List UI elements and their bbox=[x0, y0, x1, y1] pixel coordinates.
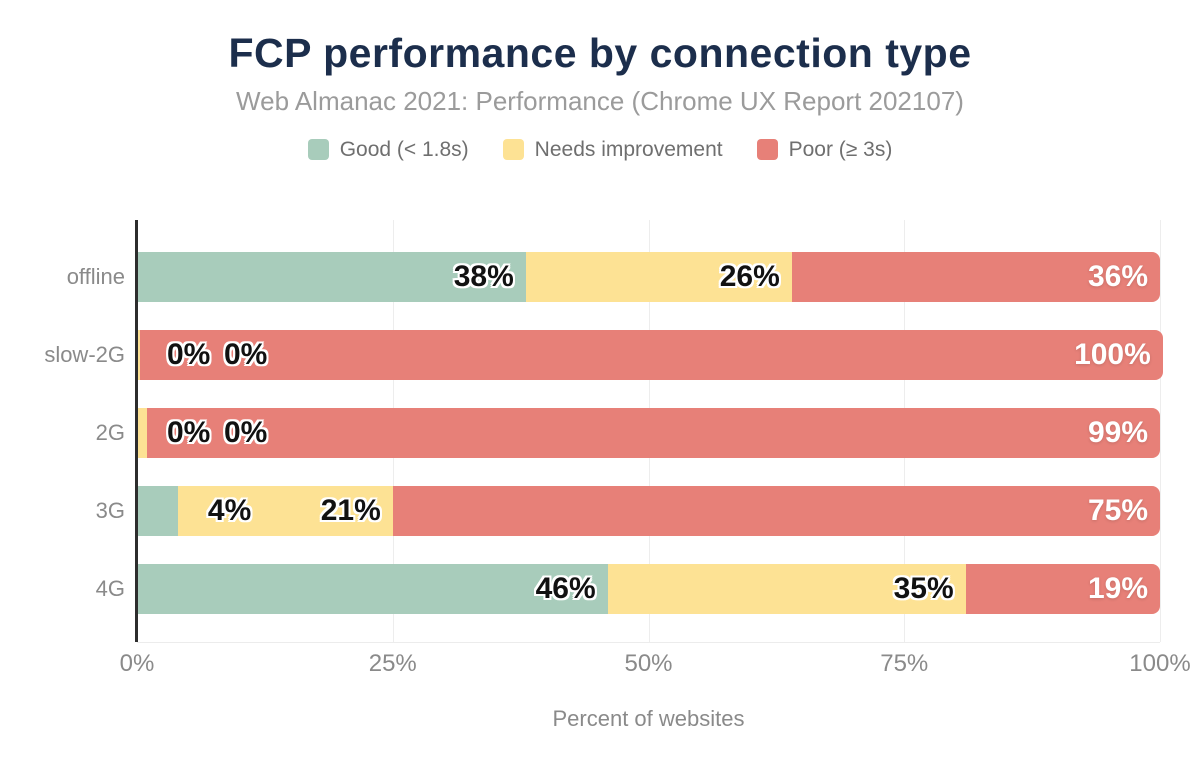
category-label: slow-2G bbox=[44, 342, 125, 367]
y-axis-line bbox=[135, 220, 138, 642]
bar-row-4G: 4G 46% 35% 19% bbox=[96, 564, 1160, 614]
gridline bbox=[1160, 220, 1161, 642]
bar-value-label: 38% bbox=[453, 260, 514, 293]
bar-segment bbox=[137, 408, 148, 458]
bar-value-label: 19% bbox=[1088, 572, 1149, 605]
bar-segment bbox=[137, 486, 178, 536]
category-label: 2G bbox=[95, 420, 125, 445]
bar-value-label: 46% bbox=[535, 572, 596, 605]
bar-segment bbox=[392, 486, 1160, 536]
category-label: 3G bbox=[95, 498, 125, 523]
bar-segment bbox=[137, 564, 608, 614]
legend-item-0: Good (< 1.8s) bbox=[307, 137, 469, 162]
plot-area: Percent of websites 0% 25% 50% 75% 100% offli… bbox=[44, 220, 1191, 731]
legend-item-2: Poor (≥ 3s) bbox=[756, 137, 893, 162]
bar-value-label: 0% bbox=[224, 416, 268, 449]
bar-value-label: 0% bbox=[167, 416, 211, 449]
legend-swatch-icon bbox=[307, 139, 329, 161]
bar-segment bbox=[965, 564, 1160, 614]
bar-value-label: 21% bbox=[320, 494, 381, 527]
bar-segment bbox=[607, 564, 966, 614]
bar-row-2G: 2G 0% 0% 99% bbox=[96, 408, 1160, 458]
legend-item-1: Needs improvement bbox=[502, 137, 723, 162]
legend-swatch-icon bbox=[502, 139, 524, 161]
bar-row-3G: 3G 4% 21% 75% bbox=[96, 486, 1160, 536]
chart-title: FCP performance by connection type bbox=[228, 30, 972, 76]
x-tick-label: 75% bbox=[880, 650, 929, 677]
bar-segment bbox=[525, 252, 792, 302]
legend-label: Needs improvement bbox=[534, 137, 723, 161]
bar-value-label: 26% bbox=[719, 260, 780, 293]
bar-segment bbox=[137, 330, 141, 380]
x-tick-label: 0% bbox=[119, 650, 155, 677]
bar-value-label: 0% bbox=[167, 338, 211, 371]
x-tick-label: 50% bbox=[624, 650, 673, 677]
bar-row-offline: offline 38% 26% 36% bbox=[67, 252, 1160, 302]
bar-segment bbox=[177, 486, 393, 536]
chart-subtitle: Web Almanac 2021: Performance (Chrome UX… bbox=[236, 86, 964, 117]
bar-segment bbox=[791, 252, 1160, 302]
x-tick-label: 100% bbox=[1129, 650, 1191, 677]
bar-value-label: 75% bbox=[1088, 494, 1149, 527]
bar-segment bbox=[140, 330, 1164, 380]
legend-label: Good (< 1.8s) bbox=[339, 137, 469, 161]
chart-header: FCP performance by connection type Web A… bbox=[0, 30, 1200, 162]
legend: Good (< 1.8s) Needs improvement Poor (≥ 3s… bbox=[0, 138, 1200, 162]
x-axis-title: Percent of websites bbox=[552, 706, 745, 731]
bar-value-label: 99% bbox=[1088, 416, 1149, 449]
bar-value-label: 100% bbox=[1074, 338, 1151, 371]
category-label: 4G bbox=[95, 576, 125, 601]
legend-label: Poor (≥ 3s) bbox=[788, 137, 893, 161]
bar-value-label: 4% bbox=[207, 494, 252, 527]
category-label: offline bbox=[66, 264, 125, 289]
bar-row-slow-2G: slow-2G 0% 0% 100% bbox=[44, 330, 1164, 380]
bar-segment bbox=[137, 252, 526, 302]
bar-segment bbox=[147, 408, 1160, 458]
bar-value-label: 35% bbox=[893, 572, 954, 605]
legend-swatch-icon bbox=[756, 139, 778, 161]
bar-value-label: 36% bbox=[1088, 260, 1149, 293]
bar-value-label: 0% bbox=[224, 338, 268, 371]
x-tick-label: 25% bbox=[368, 650, 417, 677]
